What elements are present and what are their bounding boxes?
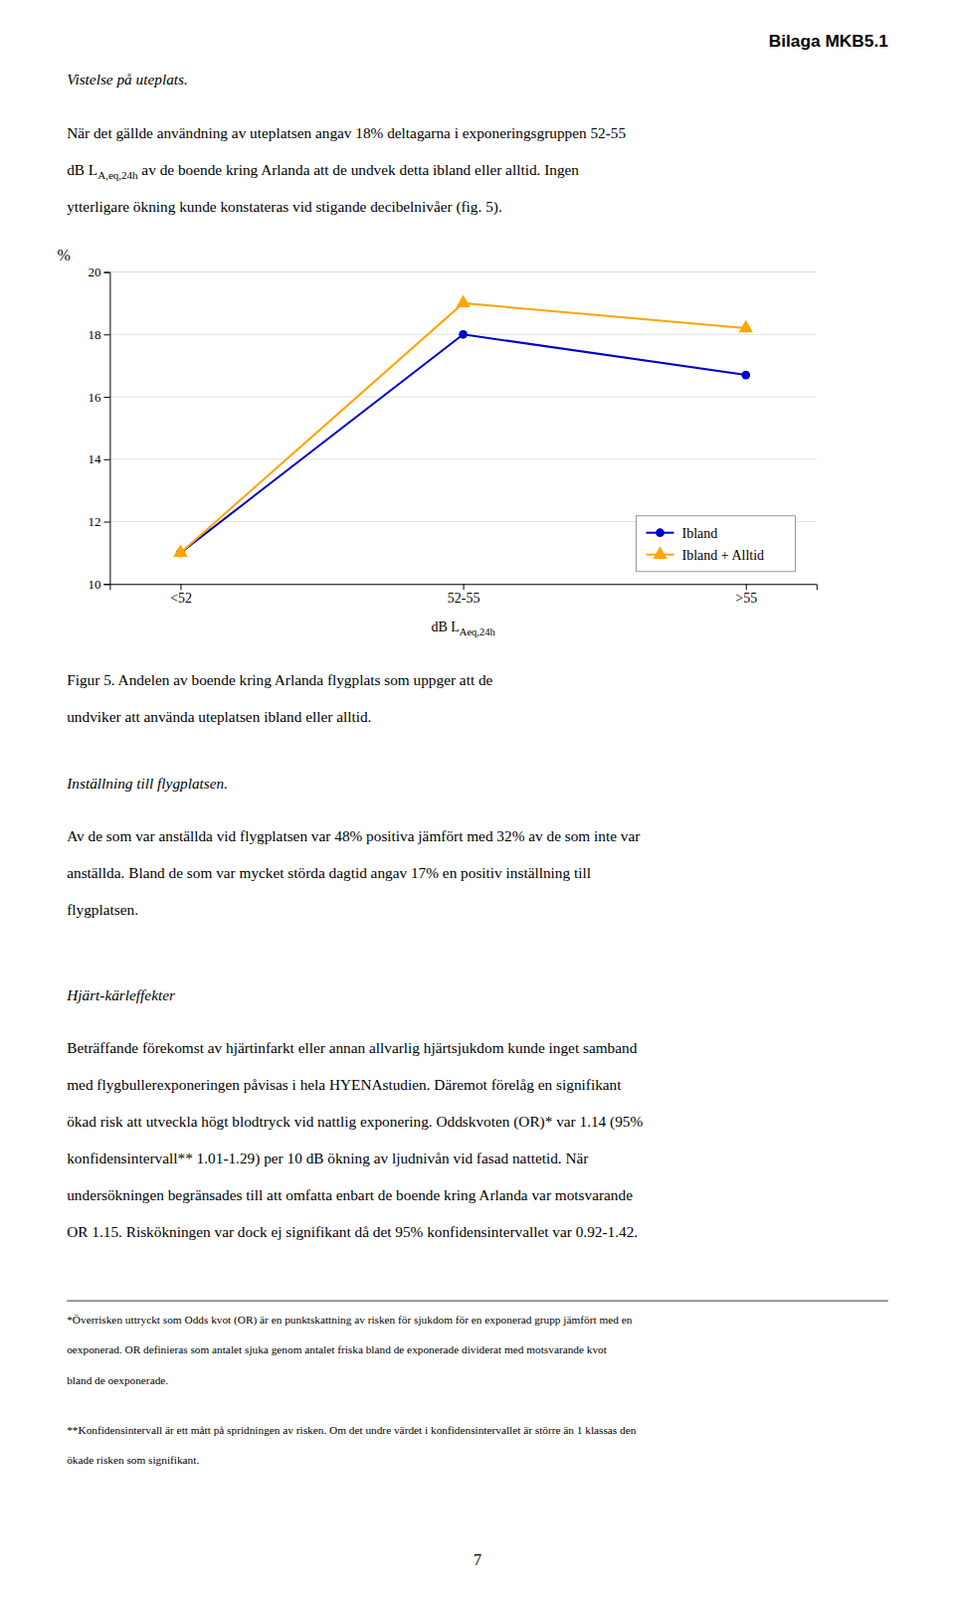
- footnote-separator: [66, 1301, 889, 1303]
- footnote-line: ökade risken som signifikant.: [66, 1454, 199, 1467]
- series-marker: [173, 545, 188, 558]
- y-tick: 12: [87, 514, 110, 530]
- paragraph-line: ökad risk att utveckla högt blodtryck vi…: [66, 1113, 643, 1132]
- y-axis-title: %: [57, 246, 71, 264]
- x-tick-label: <52: [170, 590, 192, 606]
- header: Bilaga MKB5.1: [768, 30, 889, 51]
- y-axis-line: [103, 272, 111, 585]
- x-tick-label: 52-55: [447, 590, 481, 606]
- y-tick-label: 14: [87, 451, 102, 467]
- y-tick-label: 10: [87, 576, 101, 592]
- grid-line: [109, 458, 816, 460]
- y-tick-mark: [103, 396, 110, 398]
- legend-label: Ibland: [681, 526, 718, 542]
- heading: Vistelse på uteplats.: [66, 70, 189, 88]
- x-tick-mark: [746, 583, 748, 590]
- x-tick-mark: [463, 583, 465, 590]
- y-tick: 20: [87, 264, 110, 280]
- y-tick-mark: [103, 522, 110, 524]
- legend-swatch-marker: [655, 528, 665, 538]
- x-tick: <52: [170, 583, 192, 606]
- legend-swatch-marker: [652, 546, 667, 559]
- legend-label: Ibland + Alltid: [681, 548, 764, 564]
- y-tick-mark: [103, 583, 110, 585]
- y-axis: 10 12 14 16 18 20: [87, 264, 111, 592]
- y-tick-label: 16: [87, 389, 102, 405]
- grid: [109, 272, 816, 585]
- paragraph-line: ytterligare ökning kunde konstateras vid…: [66, 197, 503, 216]
- y-tick-label: 20: [87, 264, 101, 280]
- text-run: dB L: [66, 161, 98, 179]
- grid-line: [109, 271, 816, 273]
- text-run: av de boende kring Arlanda att de undvek…: [138, 161, 580, 179]
- y-tick-mark: [103, 272, 110, 274]
- footnote-line: **Konfidensintervall är ett mått på spri…: [66, 1424, 637, 1437]
- legend-box: [635, 516, 795, 573]
- y-tick: 16: [87, 389, 110, 405]
- footnote-line: oexponerad. OR definieras som antalet sj…: [66, 1343, 608, 1356]
- y-tick: 14: [87, 451, 110, 467]
- y-tick: 18: [87, 327, 110, 343]
- series-marker: [739, 320, 754, 333]
- x-axis: <52 52-55 >55: [110, 583, 817, 606]
- heading: Hjärt-kärleffekter: [65, 986, 176, 1004]
- heading: Inställning till flygplatsen.: [65, 774, 228, 792]
- page: Bilaga MKB5.1 Vistelse på uteplats. När de…: [0, 0, 955, 1600]
- paragraph-line: Beträffande förekomst av hjärtinfarkt el…: [66, 1039, 638, 1057]
- paragraph-line: konfidensintervall** 1.01-1.29) per 10 d…: [66, 1149, 588, 1168]
- legend-item: Ibland + Alltid: [645, 546, 764, 563]
- y-tick-label: 18: [87, 327, 101, 343]
- subscript: A,eq,24h: [97, 169, 139, 182]
- series-marker: [455, 295, 470, 308]
- x-axis-title-main: dB L: [430, 619, 459, 635]
- x-axis-line: [110, 584, 817, 591]
- paragraph-line: OR 1.15. Riskökningen var dock ej signif…: [66, 1223, 638, 1241]
- series-marker: [741, 371, 751, 381]
- paragraph-line: med flygbullerexponeringen påvisas i hel…: [66, 1076, 622, 1094]
- page-number: 7: [473, 1551, 482, 1569]
- x-axis-title: dB LAeq,24h: [430, 619, 496, 638]
- x-axis-title-subscript: Aeq,24h: [459, 626, 497, 638]
- series-marker: [458, 330, 468, 340]
- x-tick-mark: [180, 583, 182, 590]
- x-tick: 52-55: [447, 583, 481, 606]
- paragraph-line: När det gällde användning av uteplatsen …: [66, 124, 626, 142]
- x-tick: >55: [735, 583, 758, 606]
- grid-line: [109, 396, 816, 398]
- footnote-line: *Överrisken uttryckt som Odds kvot (OR) …: [66, 1314, 633, 1328]
- legend-item: Ibland: [645, 526, 718, 542]
- caption-line: Figur 5. Andelen av boende kring Arlanda…: [66, 671, 493, 689]
- y-tick: 10: [87, 576, 110, 592]
- paragraph-line: flygplatsen.: [66, 901, 139, 919]
- x-tick-label: >55: [735, 590, 758, 606]
- chart: 10 12 14 16 18 20 <52 52-55 >55 Ibland Ibland + Al…: [87, 264, 817, 606]
- y-tick-mark: [103, 334, 110, 336]
- paragraph-line: undersökningen begränsades till att omfa…: [66, 1186, 633, 1204]
- y-tick-mark: [103, 459, 110, 461]
- paragraph-line: Av de som var anställda vid flygplatsen …: [66, 827, 640, 845]
- y-tick-label: 12: [87, 514, 101, 530]
- caption-line: undviker att använda uteplatsen ibland e…: [66, 708, 372, 726]
- footnote-line: bland de oexponerade.: [66, 1374, 169, 1387]
- paragraph-line: dB LA,eq,24h av de boende kring Arlanda …: [66, 161, 579, 183]
- paragraph-line: anställda. Bland de som var mycket störd…: [66, 864, 591, 882]
- legend: Ibland Ibland + Alltid: [635, 516, 795, 573]
